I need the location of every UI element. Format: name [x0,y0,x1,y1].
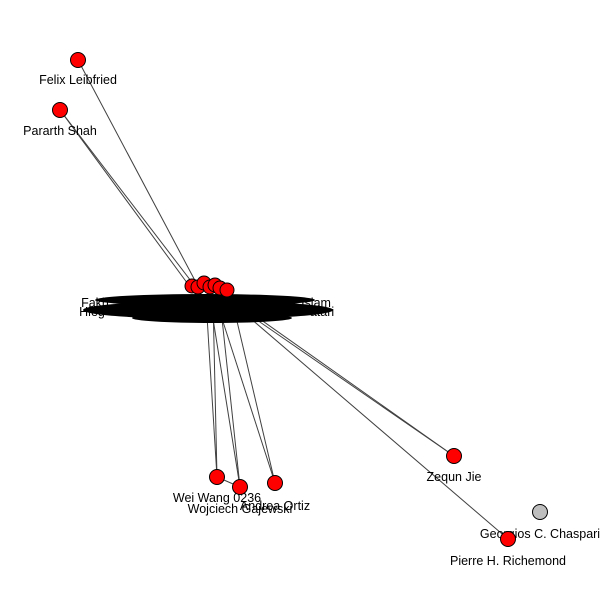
node-felix-circle [70,52,86,68]
node-pierre-circle [500,531,516,547]
node-wojciech: Wojciech Gajewski [188,479,293,516]
node-weiwang-circle [209,469,225,485]
node-pararth-label: Pararth Shah [23,124,97,138]
node-wojciech-label: Wojciech Gajewski [188,502,293,516]
cluster-label-fakh: Fakh [81,296,109,310]
dense-cluster: Fakh Hieg Islam atari [79,275,334,323]
edge-pierre [235,305,509,540]
node-wojciech-circle [232,479,248,495]
cluster-label-islam: Islam [301,296,331,310]
edge-ortiz-2 [231,299,276,484]
node-zequn-circle [446,448,462,464]
node-pararth-circle [52,102,68,118]
node-georgios: Georgios C. Chaspari [480,504,600,541]
edge-weiwang-2 [212,299,218,478]
edge-pararth-2 [59,109,205,299]
edge-wojciech-2 [219,299,241,488]
edge-zequn-2 [239,304,455,457]
node-ortiz-label: Andrea Ortiz [240,499,310,513]
edge-wojciech-1 [209,299,241,488]
node-pierre: Pierre H. Richemond [450,531,566,568]
edge-weiwang-1 [205,299,218,478]
cluster-label-blob [83,301,333,319]
node-georgios-label: Georgios C. Chaspari [480,527,600,541]
node-zequn: Zequn Jie [427,448,482,484]
cluster-label-hieg: Hieg [79,305,105,319]
node-zequn-label: Zequn Jie [427,470,482,484]
node-pararth: Pararth Shah [23,102,97,138]
node-pierre-label: Pierre H. Richemond [450,554,566,568]
node-ortiz: Andrea Ortiz [240,475,310,513]
node-ortiz-circle [267,475,283,491]
node-felix: Felix Leibfried [39,52,117,87]
edge-ortiz-1 [215,299,276,484]
edge-felix [77,59,201,291]
cluster-label-atari: atari [310,305,334,319]
cluster-label-blob-2 [95,294,315,306]
cluster-label-blob-3 [132,313,292,323]
node-georgios-circle [532,504,548,520]
node-felix-label: Felix Leibfried [39,73,117,87]
edge-pararth-1 [59,109,197,296]
cluster-node [219,282,235,298]
